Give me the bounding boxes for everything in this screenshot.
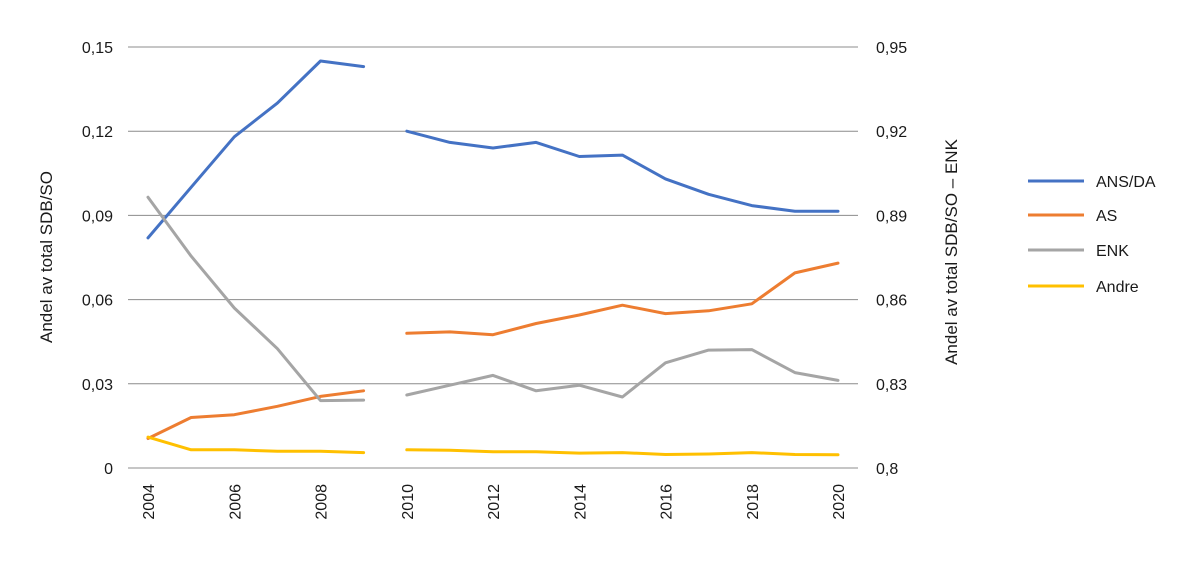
legend-label-andre: Andre bbox=[1096, 279, 1139, 296]
left-axis-title: Andel av total SDB/SO bbox=[37, 171, 56, 343]
legend-label-as: AS bbox=[1096, 208, 1117, 225]
legend: ANS/DA AS ENK Andre bbox=[1028, 174, 1156, 296]
x-tick-label: 2018 bbox=[745, 484, 762, 520]
right-tick-label: 0,8 bbox=[876, 461, 898, 478]
right-tick-label: 0,83 bbox=[876, 377, 907, 394]
left-tick-label: 0,09 bbox=[82, 208, 113, 225]
x-tick-label: 2016 bbox=[659, 484, 676, 520]
right-tick-label: 0,92 bbox=[876, 124, 907, 141]
right-tick-label: 0,95 bbox=[876, 40, 907, 57]
x-axis-ticks: 2004 2006 2008 2010 2012 2014 2016 2018 2020 bbox=[141, 484, 848, 520]
right-tick-label: 0,89 bbox=[876, 208, 907, 225]
series-line-as bbox=[405, 261, 840, 337]
series-line-andre bbox=[405, 448, 840, 457]
right-tick-label: 0,86 bbox=[876, 293, 907, 310]
x-tick-label: 2020 bbox=[831, 484, 848, 520]
series-line-as bbox=[146, 389, 366, 440]
x-tick-label: 2004 bbox=[141, 484, 158, 520]
right-axis-ticks: 0,8 0,83 0,86 0,89 0,92 0,95 bbox=[876, 40, 907, 478]
series-lines bbox=[146, 59, 840, 457]
left-axis-ticks: 0 0,03 0,06 0,09 0,12 0,15 bbox=[82, 40, 113, 478]
x-tick-label: 2008 bbox=[314, 484, 331, 520]
left-tick-label: 0 bbox=[104, 461, 113, 478]
x-tick-label: 2014 bbox=[572, 484, 589, 520]
series-line-enk bbox=[405, 348, 840, 399]
x-tick-label: 2010 bbox=[400, 484, 417, 520]
right-axis-title: Andel av total SDB/SO – ENK bbox=[942, 138, 961, 364]
x-tick-label: 2012 bbox=[486, 484, 503, 520]
series-line-andre bbox=[146, 435, 366, 455]
x-tick-label: 2006 bbox=[227, 484, 244, 520]
series-line-ans-da bbox=[405, 129, 840, 213]
legend-label-ans-da: ANS/DA bbox=[1096, 174, 1156, 191]
left-tick-label: 0,03 bbox=[82, 377, 113, 394]
legend-label-enk: ENK bbox=[1096, 243, 1129, 260]
left-tick-label: 0,15 bbox=[82, 40, 113, 57]
left-tick-label: 0,12 bbox=[82, 124, 113, 141]
series-line-ans-da bbox=[146, 59, 366, 240]
gridlines bbox=[128, 46, 858, 469]
series-line-enk bbox=[146, 195, 366, 403]
left-tick-label: 0,06 bbox=[82, 293, 113, 310]
